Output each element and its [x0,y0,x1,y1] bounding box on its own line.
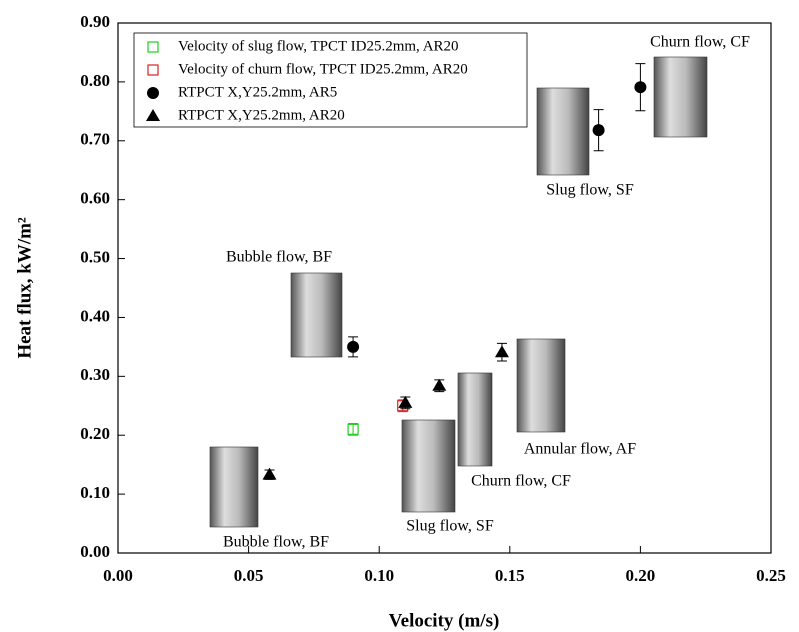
flow-image [517,339,565,432]
y-tick-label: 0.40 [80,306,110,325]
y-tick-label: 0.80 [80,71,110,90]
x-axis-label: Velocity (m/s) [389,610,500,631]
legend-marker [147,87,159,99]
annotation: Churn flow, CF [650,34,750,51]
y-tick-label: 0.60 [80,189,110,208]
flow-image [654,57,707,137]
x-tick-label: 0.10 [364,566,394,585]
data-point [634,81,646,93]
data-point [432,379,446,391]
data-point [347,341,359,353]
annotation: Bubble flow, BF [223,534,329,551]
annotation: Slug flow, SF [546,182,634,199]
x-tick-label: 0.20 [626,566,656,585]
flow-image [458,373,492,466]
annotation: Slug flow, SF [406,518,494,535]
data-point [593,124,605,136]
y-tick-label: 0.90 [80,12,110,31]
y-tick-label: 0.10 [80,483,110,502]
y-tick-label: 0.00 [80,542,110,561]
y-tick-label: 0.30 [80,365,110,384]
x-tick-label: 0.15 [495,566,525,585]
annotation: Bubble flow, BF [226,249,332,266]
flow-image [402,420,455,512]
data-point [495,345,509,357]
x-tick-label: 0.00 [103,566,133,585]
legend-label: Velocity of churn flow, TPCT ID25.2mm, A… [178,61,468,77]
annotation: Annular flow, AF [524,441,636,458]
annotation: Churn flow, CF [471,473,571,490]
error-bar [348,423,358,435]
data-point [398,396,412,408]
legend-label: Velocity of slug flow, TPCT ID25.2mm, AR… [178,38,459,54]
legend-label: RTPCT X,Y25.2mm, AR20 [178,107,345,123]
y-tick-label: 0.20 [80,424,110,443]
chart: Velocity (m/s) Heat flux, kW/m² 0.00 0.05… [0,0,799,632]
x-tick-label: 0.05 [234,566,264,585]
y-tick-label: 0.70 [80,130,110,149]
legend-label: RTPCT X,Y25.2mm, AR5 [178,84,337,100]
flow-image [537,88,589,175]
flow-image [210,447,258,527]
y-tick-label: 0.50 [80,247,110,266]
x-tick-label: 0.25 [756,566,786,585]
y-axis-label: Heat flux, kW/m² [14,217,35,359]
flow-image [291,273,342,357]
